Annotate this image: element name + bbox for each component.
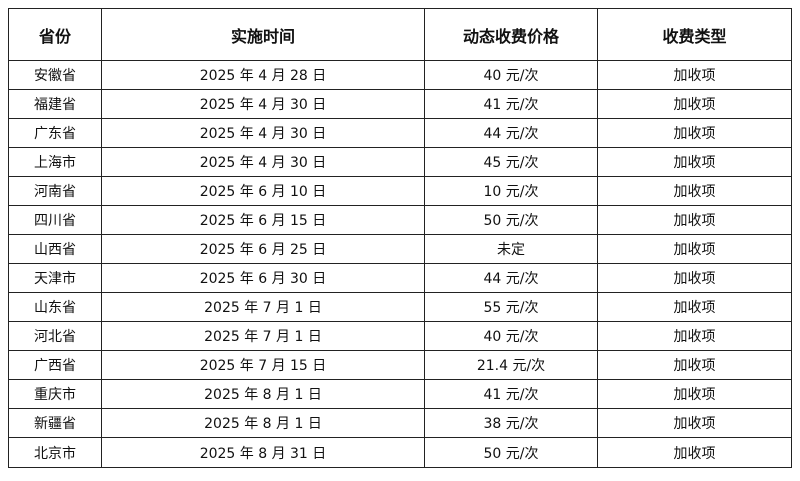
date-cell: 2025 年 7 月 1 日 xyxy=(101,292,425,322)
table-row: 山东省 2025 年 7 月 1 日 55 元/次 加收项 xyxy=(8,292,792,322)
fee-type-cell: 加收项 xyxy=(597,89,792,119)
table-row: 上海市 2025 年 4 月 30 日 45 元/次 加收项 xyxy=(8,147,792,177)
fee-type-cell: 加收项 xyxy=(597,379,792,409)
fee-type-cell: 加收项 xyxy=(597,292,792,322)
price-cell: 21.4 元/次 xyxy=(424,350,598,380)
date-cell: 2025 年 6 月 10 日 xyxy=(101,176,425,206)
price-cell: 41 元/次 xyxy=(424,89,598,119)
fee-type-cell: 加收项 xyxy=(597,205,792,235)
province-cell: 山东省 xyxy=(8,292,102,322)
table-row: 新疆省 2025 年 8 月 1 日 38 元/次 加收项 xyxy=(8,408,792,438)
date-cell: 2025 年 4 月 30 日 xyxy=(101,147,425,177)
province-cell: 安徽省 xyxy=(8,60,102,90)
table-row: 广东省 2025 年 4 月 30 日 44 元/次 加收项 xyxy=(8,118,792,148)
price-cell: 50 元/次 xyxy=(424,205,598,235)
province-cell: 河北省 xyxy=(8,321,102,351)
fee-type-cell: 加收项 xyxy=(597,176,792,206)
province-cell: 福建省 xyxy=(8,89,102,119)
fee-type-cell: 加收项 xyxy=(597,60,792,90)
price-cell: 41 元/次 xyxy=(424,379,598,409)
table-row: 重庆市 2025 年 8 月 1 日 41 元/次 加收项 xyxy=(8,379,792,409)
date-cell: 2025 年 6 月 30 日 xyxy=(101,263,425,293)
fee-type-cell: 加收项 xyxy=(597,147,792,177)
table-header: 省份 实施时间 动态收费价格 收费类型 xyxy=(8,8,792,61)
date-cell: 2025 年 7 月 15 日 xyxy=(101,350,425,380)
table-row: 四川省 2025 年 6 月 15 日 50 元/次 加收项 xyxy=(8,205,792,235)
province-cell: 山西省 xyxy=(8,234,102,264)
price-cell: 40 元/次 xyxy=(424,60,598,90)
province-cell: 天津市 xyxy=(8,263,102,293)
table-row: 河北省 2025 年 7 月 1 日 40 元/次 加收项 xyxy=(8,321,792,351)
price-cell: 10 元/次 xyxy=(424,176,598,206)
date-cell: 2025 年 4 月 30 日 xyxy=(101,118,425,148)
fee-type-cell: 加收项 xyxy=(597,437,792,468)
table-body: 安徽省 2025 年 4 月 28 日 40 元/次 加收项 福建省 2025 年 4 月… xyxy=(8,60,792,468)
price-cell: 50 元/次 xyxy=(424,437,598,468)
province-cell: 四川省 xyxy=(8,205,102,235)
price-cell: 40 元/次 xyxy=(424,321,598,351)
table-row: 北京市 2025 年 8 月 31 日 50 元/次 加收项 xyxy=(8,437,792,468)
header-effective-date: 实施时间 xyxy=(101,8,425,61)
province-cell: 北京市 xyxy=(8,437,102,468)
date-cell: 2025 年 6 月 25 日 xyxy=(101,234,425,264)
province-cell: 上海市 xyxy=(8,147,102,177)
fee-type-cell: 加收项 xyxy=(597,234,792,264)
fee-type-cell: 加收项 xyxy=(597,118,792,148)
fee-type-cell: 加收项 xyxy=(597,263,792,293)
date-cell: 2025 年 8 月 1 日 xyxy=(101,408,425,438)
header-fee-type: 收费类型 xyxy=(597,8,792,61)
fee-table-container: 省份 实施时间 动态收费价格 收费类型 安徽省 2025 年 4 月 28 日 40… xyxy=(8,8,792,468)
price-cell: 未定 xyxy=(424,234,598,264)
province-cell: 广西省 xyxy=(8,350,102,380)
province-cell: 重庆市 xyxy=(8,379,102,409)
table-row: 安徽省 2025 年 4 月 28 日 40 元/次 加收项 xyxy=(8,60,792,90)
price-cell: 38 元/次 xyxy=(424,408,598,438)
price-cell: 45 元/次 xyxy=(424,147,598,177)
date-cell: 2025 年 8 月 1 日 xyxy=(101,379,425,409)
table-row: 广西省 2025 年 7 月 15 日 21.4 元/次 加收项 xyxy=(8,350,792,380)
fee-type-cell: 加收项 xyxy=(597,350,792,380)
price-cell: 44 元/次 xyxy=(424,263,598,293)
fee-type-cell: 加收项 xyxy=(597,321,792,351)
province-cell: 新疆省 xyxy=(8,408,102,438)
header-province: 省份 xyxy=(8,8,102,61)
table-row: 天津市 2025 年 6 月 30 日 44 元/次 加收项 xyxy=(8,263,792,293)
table-row: 河南省 2025 年 6 月 10 日 10 元/次 加收项 xyxy=(8,176,792,206)
date-cell: 2025 年 4 月 28 日 xyxy=(101,60,425,90)
fee-type-cell: 加收项 xyxy=(597,408,792,438)
date-cell: 2025 年 7 月 1 日 xyxy=(101,321,425,351)
table-row: 福建省 2025 年 4 月 30 日 41 元/次 加收项 xyxy=(8,89,792,119)
date-cell: 2025 年 8 月 31 日 xyxy=(101,437,425,468)
fee-table: 省份 实施时间 动态收费价格 收费类型 安徽省 2025 年 4 月 28 日 40… xyxy=(8,8,792,468)
table-row: 山西省 2025 年 6 月 25 日未定 加收项 xyxy=(8,234,792,264)
date-cell: 2025 年 4 月 30 日 xyxy=(101,89,425,119)
province-cell: 广东省 xyxy=(8,118,102,148)
price-cell: 55 元/次 xyxy=(424,292,598,322)
header-row: 省份 实施时间 动态收费价格 收费类型 xyxy=(8,8,792,61)
price-cell: 44 元/次 xyxy=(424,118,598,148)
province-cell: 河南省 xyxy=(8,176,102,206)
header-dynamic-price: 动态收费价格 xyxy=(424,8,598,61)
date-cell: 2025 年 6 月 15 日 xyxy=(101,205,425,235)
